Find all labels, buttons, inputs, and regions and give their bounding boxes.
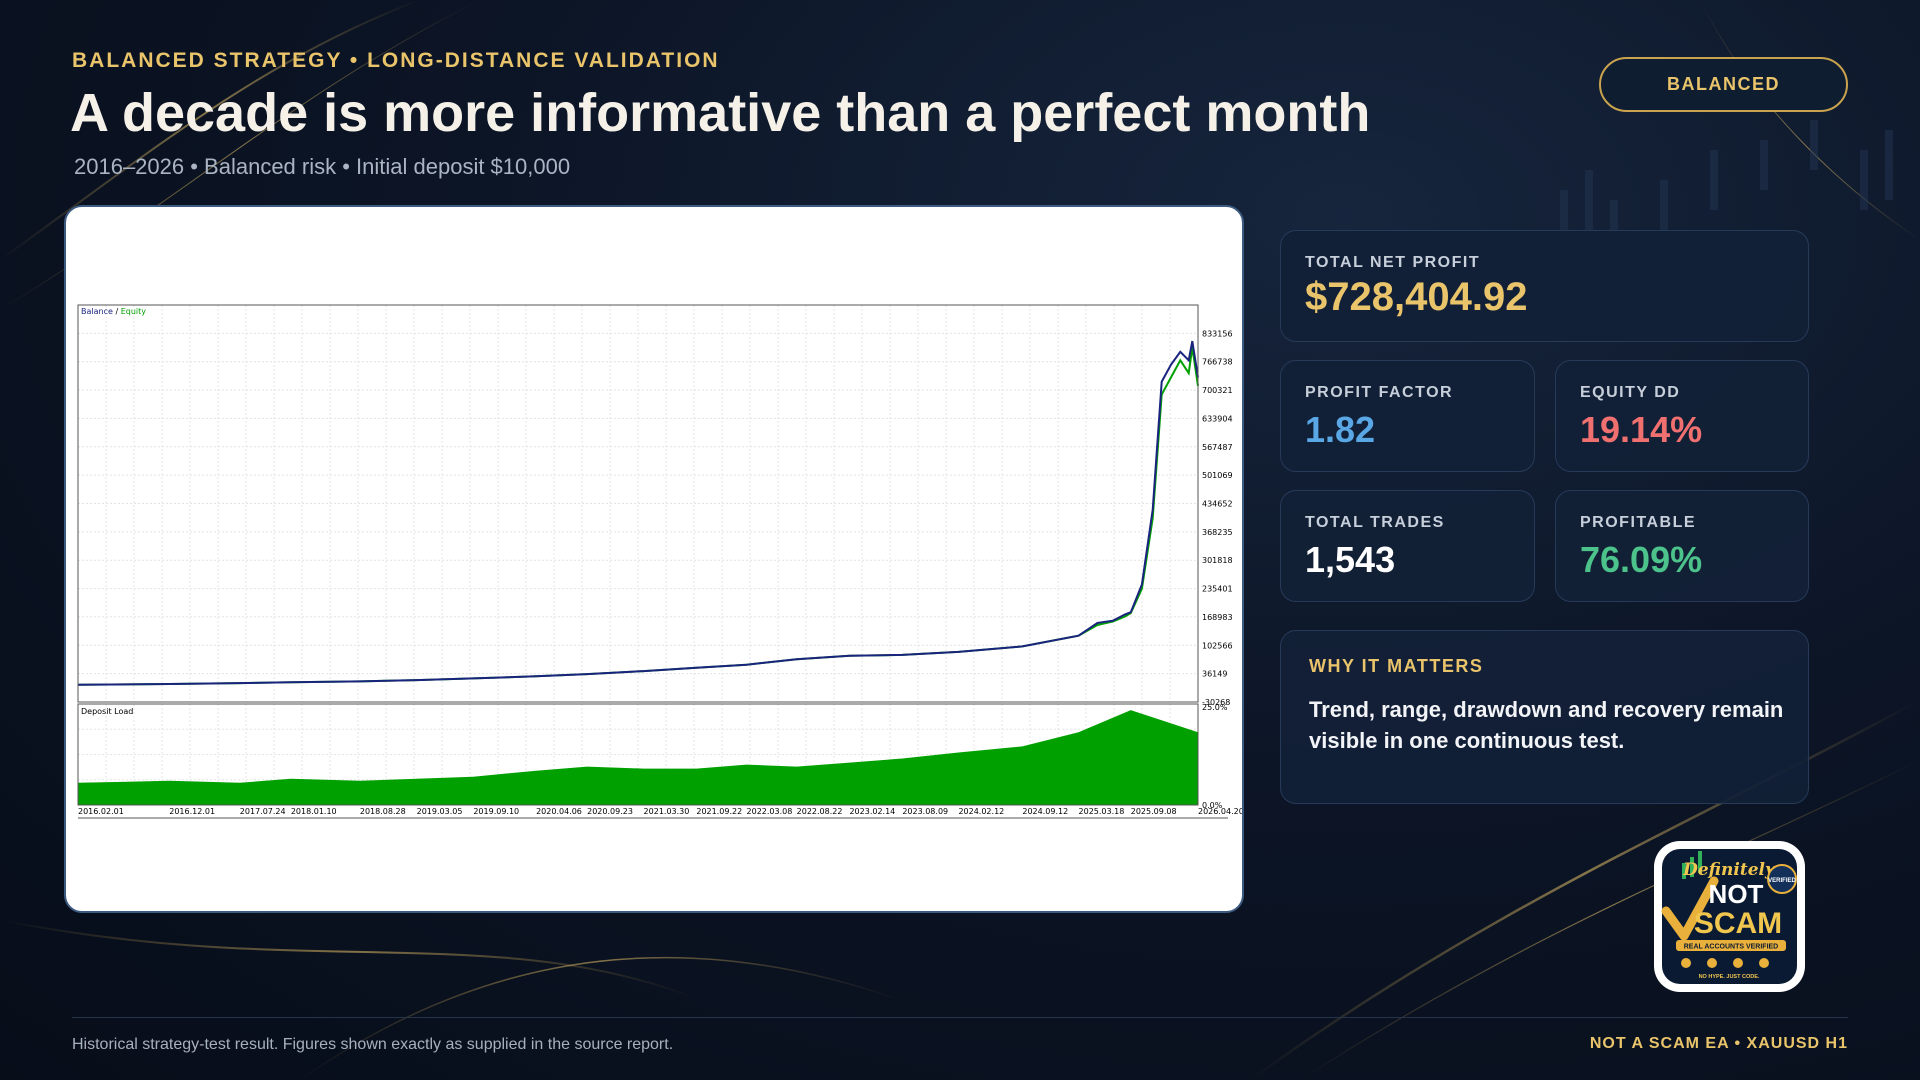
total-trades-label: TOTAL TRADES (1305, 514, 1445, 531)
x-tick-label: 2022.08.22 (797, 807, 843, 816)
y-tick-label: 833156 (1202, 329, 1233, 338)
x-tick-label: 2023.02.14 (849, 807, 895, 816)
legend-separator: / (113, 307, 121, 316)
page-subtitle: 2016–2026 • Balanced risk • Initial depo… (74, 154, 571, 179)
x-tick-label: 2016.12.01 (169, 807, 215, 816)
why-it-matters-title: WHY IT MATTERS (1309, 656, 1484, 676)
page-title: A decade is more informative than a perf… (70, 83, 1371, 143)
backtest-chart-card: 833156 766738 700321 633904 567487 501069 4346… (64, 205, 1244, 913)
y-tick-label: 102566 (1202, 641, 1233, 650)
y-tick-label: 501069 (1202, 471, 1233, 480)
equity-dd-value: 19.14% (1580, 409, 1703, 450)
x-tick-label: 2023.08.09 (902, 807, 948, 816)
net-profit-value: $728,404.92 (1305, 275, 1528, 319)
not-scam-seal-icon: Definitely NOT SCAM VERIFIED REAL ACCOUN… (1661, 849, 1797, 984)
profit-factor-value: 1.82 (1305, 409, 1376, 450)
footer-disclaimer: Historical strategy-test result. Figures… (72, 1036, 674, 1053)
footer-divider (72, 1017, 1848, 1018)
logo-not-text: NOT (1709, 879, 1764, 909)
profitable-value: 76.09% (1580, 539, 1703, 580)
y-tick-label: 36149 (1202, 670, 1227, 679)
load-panel-frame (77, 703, 1199, 806)
x-tick-label: 2018.01.10 (291, 807, 337, 816)
footer-product-label: NOT A SCAM EA • XAUUSD H1 (1589, 1035, 1848, 1052)
net-profit-label: TOTAL NET PROFIT (1305, 254, 1481, 271)
main-panel-frame (77, 304, 1199, 703)
logo-definitely-text: Definitely (1682, 860, 1776, 880)
legend-balance: Balance (81, 307, 113, 316)
x-tick-label: 2026.04.20 (1198, 807, 1244, 816)
profitable-label: PROFITABLE (1580, 514, 1697, 531)
x-tick-label: 2021.03.30 (644, 807, 690, 816)
deposit-load-area (78, 710, 1198, 805)
profit-factor-label: PROFIT FACTOR (1305, 384, 1454, 401)
logo-scam-text: SCAM (1694, 907, 1782, 940)
deposit-load-title: Deposit Load (81, 707, 133, 716)
y-tick-label: 301818 (1202, 556, 1233, 565)
chart-legend: Balance / Equity (81, 307, 146, 316)
y-tick-label: 700321 (1202, 386, 1233, 395)
x-tick-label: 2022.03.08 (747, 807, 793, 816)
y-tick-label: 235401 (1202, 585, 1233, 594)
total-trades-card: TOTAL TRADES 1,543 (1280, 490, 1535, 602)
legend-equity: Equity (121, 307, 147, 316)
logo-verified-text: VERIFIED (1768, 878, 1796, 884)
y-tick-label: 567487 (1202, 443, 1233, 452)
x-tick-label: 2020.04.06 (536, 807, 582, 816)
equity-dd-card: EQUITY DD 19.14% (1555, 360, 1809, 472)
y-tick-label: -30268 (1202, 698, 1230, 707)
logo-real-accounts-text: REAL ACCOUNTS VERIFIED (1684, 944, 1779, 951)
y-tick-label: 766738 (1202, 358, 1233, 367)
x-tick-label: 2024.02.12 (958, 807, 1004, 816)
load-y-tick-label: 25.0% (1202, 703, 1228, 712)
profit-factor-card: PROFIT FACTOR 1.82 (1280, 360, 1535, 472)
x-tick-label: 2020.09.23 (587, 807, 633, 816)
x-tick-label: 2018.08.28 (360, 807, 406, 816)
not-scam-logo: Definitely NOT SCAM VERIFIED REAL ACCOUN… (1654, 841, 1805, 992)
x-tick-label: 2019.09.10 (473, 807, 519, 816)
y-tick-label: 368235 (1202, 528, 1233, 537)
net-profit-card: TOTAL NET PROFIT $728,404.92 (1280, 230, 1809, 342)
why-it-matters-card: WHY IT MATTERS Trend, range, drawdown an… (1280, 630, 1809, 804)
x-tick-label: 2019.03.05 (417, 807, 463, 816)
eyebrow-label: BALANCED STRATEGY • LONG-DISTANCE VALIDA… (72, 49, 720, 72)
x-tick-label: 2025.03.18 (1079, 807, 1125, 816)
y-tick-label: 434652 (1202, 500, 1233, 509)
y-tick-label: 168983 (1202, 613, 1233, 622)
load-y-tick-label: 0.0% (1202, 801, 1223, 810)
strategy-badge: BALANCED (1599, 57, 1848, 112)
x-tick-label: 2024.09.12 (1022, 807, 1068, 816)
logo-no-hype-text: NO HYPE. JUST CODE. (1699, 974, 1760, 980)
x-tick-label: 2017.07.24 (240, 807, 286, 816)
why-it-matters-text: Trend, range, drawdown and recovery rema… (1309, 697, 1784, 753)
equity-dd-label: EQUITY DD (1580, 384, 1681, 401)
balance-equity-chart: 833156 766738 700321 633904 567487 501069 4346… (77, 304, 1244, 819)
x-tick-label: 2016.02.01 (78, 807, 124, 816)
total-trades-value: 1,543 (1305, 539, 1396, 580)
profitable-card: PROFITABLE 76.09% (1555, 490, 1809, 602)
x-tick-label: 2025.09.08 (1131, 807, 1177, 816)
x-tick-label: 2021.09.22 (696, 807, 742, 816)
chart-gridlines (78, 305, 1198, 805)
y-tick-label: 633904 (1202, 414, 1233, 423)
balance-line (77, 340, 1199, 686)
